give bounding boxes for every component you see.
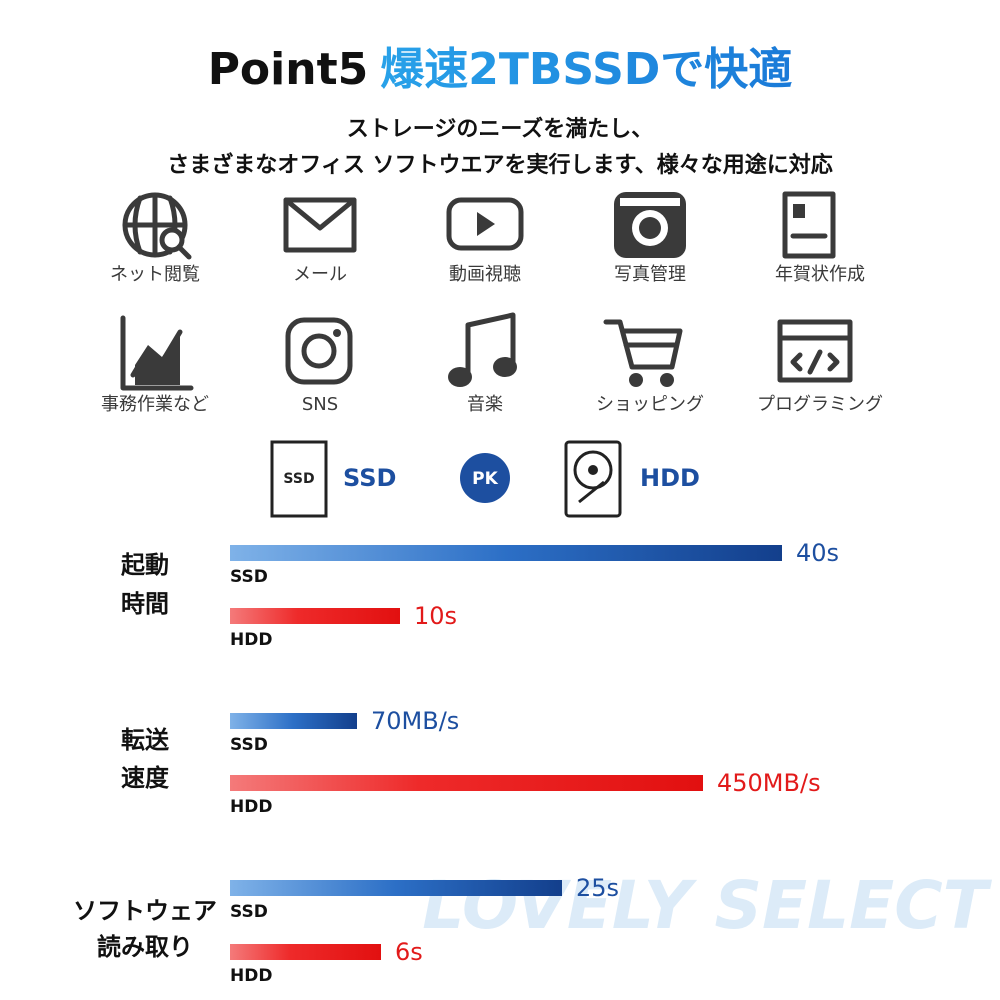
title-prefix: Point5 — [208, 44, 369, 95]
row-name: SSD — [230, 902, 268, 922]
group-label: 転送 — [121, 726, 170, 754]
app-label: プログラミング — [757, 394, 883, 415]
bar — [230, 608, 400, 624]
row-name: SSD — [230, 567, 268, 587]
badge — [460, 453, 510, 503]
app-label: 音楽 — [467, 394, 503, 415]
group-label: 速度 — [121, 764, 170, 792]
bar-value: 25s — [576, 874, 619, 902]
group-label: 時間 — [121, 590, 169, 618]
hdd-icon — [564, 440, 622, 518]
group-label: ソフトウェア — [73, 897, 217, 925]
bar-value: 40s — [796, 539, 839, 567]
bar — [230, 713, 357, 729]
row-name: SSD — [230, 735, 268, 755]
group-label: 起動 — [120, 551, 169, 579]
app-label: SNS — [302, 394, 338, 415]
bar-value: 10s — [414, 602, 457, 630]
title: Point5 爆速2TBSSDで快適 — [208, 44, 793, 95]
row-name: HDD — [230, 630, 272, 650]
ssd-legend: SSD — [343, 464, 396, 492]
bar-value: 6s — [395, 938, 423, 966]
badge-label: PK — [472, 469, 498, 489]
subtitle: さまざまなオフィス ソフトウエアを実行します、様々な用途に対応 — [167, 152, 832, 178]
bar — [230, 775, 703, 791]
bar-value: 450MB/s — [717, 769, 821, 797]
app-label: メール — [293, 264, 347, 285]
app-label: 年賀状作成 — [775, 264, 865, 285]
app-label: ショッピング — [596, 394, 704, 415]
bar — [230, 880, 562, 896]
bar — [230, 545, 782, 561]
ssd-icon-label: SSD — [283, 471, 314, 487]
bar-value: 70MB/s — [371, 707, 459, 735]
hdd-legend: HDD — [640, 464, 700, 492]
bar — [230, 944, 381, 960]
watermark: LOVELY SELECT — [422, 867, 992, 944]
subtitle: ストレージのニーズを満たし、 — [347, 116, 653, 142]
app-label: 写真管理 — [614, 264, 686, 285]
row-name: HDD — [230, 966, 272, 986]
title-highlight: 爆速2TBSSDで快適 — [380, 44, 792, 95]
app-label: 事務作業など — [101, 394, 209, 415]
icons — [120, 191, 853, 391]
ssd-icon: SSD — [270, 440, 328, 518]
app-label: ネット閲覧 — [110, 264, 200, 285]
row-name: HDD — [230, 797, 272, 817]
app-label: 動画視聴 — [449, 264, 521, 285]
group-label: 読み取り — [97, 933, 193, 961]
